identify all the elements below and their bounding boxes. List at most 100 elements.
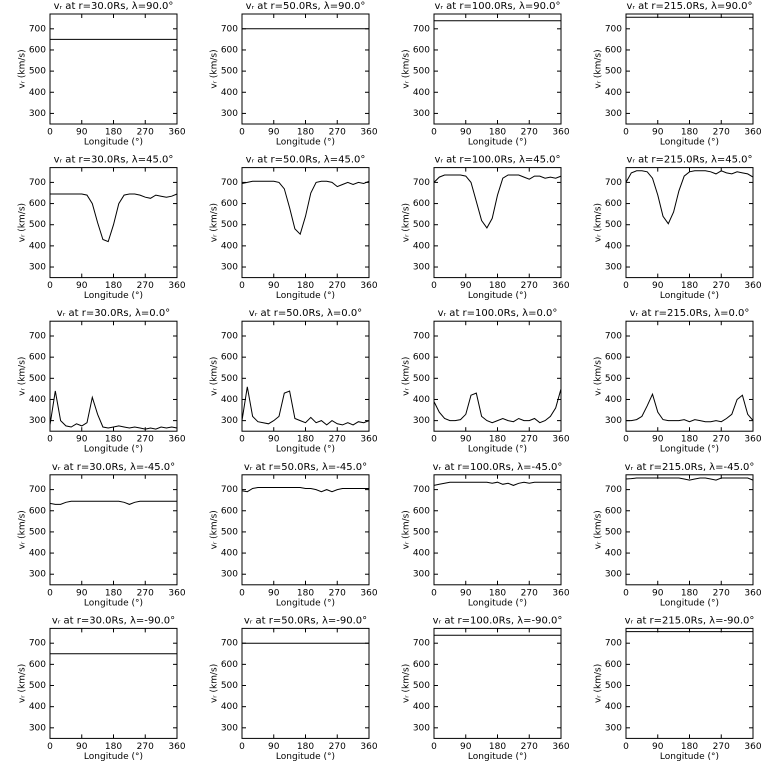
y-tick-label: 600 — [413, 199, 430, 209]
x-tick-label: 270 — [713, 435, 730, 445]
y-tick-label: 300 — [605, 109, 622, 119]
x-tick-label: 90 — [460, 128, 472, 138]
x-axis-label: Longitude (°) — [660, 291, 719, 301]
x-tick-label: 180 — [681, 588, 698, 598]
data-line — [241, 386, 370, 426]
x-tick-label: 0 — [47, 588, 53, 598]
x-tick-label: 360 — [168, 128, 185, 138]
x-tick-label: 0 — [47, 435, 53, 445]
x-tick-label: 180 — [681, 742, 698, 752]
x-axis-label: Longitude (°) — [276, 138, 335, 148]
x-tick-label: 360 — [552, 281, 569, 291]
x-tick-label: 180 — [489, 588, 506, 598]
panel-title: vᵣ at r=50.0Rs, λ=-45.0° — [244, 462, 367, 473]
plot-frame — [49, 320, 178, 432]
x-tick-label: 270 — [521, 128, 538, 138]
y-tick-label: 700 — [413, 178, 430, 188]
y-tick-label: 600 — [605, 45, 622, 55]
x-tick-label: 180 — [489, 128, 506, 138]
x-tick-label: 180 — [297, 435, 314, 445]
y-tick-label: 400 — [221, 702, 238, 712]
x-tick-label: 270 — [713, 281, 730, 291]
x-tick-label: 360 — [744, 742, 761, 752]
y-tick-label: 400 — [413, 241, 430, 251]
y-tick-label: 700 — [221, 332, 238, 342]
x-axis-label: Longitude (°) — [84, 291, 143, 301]
y-axis-label: vᵣ (km/s) — [594, 203, 604, 242]
y-axis-label: vᵣ (km/s) — [210, 510, 220, 549]
y-tick-label: 300 — [29, 109, 46, 119]
x-tick-label: 180 — [297, 588, 314, 598]
data-line — [49, 500, 177, 505]
y-axis-label: vᵣ (km/s) — [18, 49, 28, 88]
x-tick-label: 360 — [360, 281, 377, 291]
x-axis-label: Longitude (°) — [660, 138, 719, 148]
x-tick-label: 270 — [521, 281, 538, 291]
plot-frame — [241, 13, 370, 125]
x-tick-label: 180 — [489, 281, 506, 291]
y-tick-label: 600 — [605, 660, 622, 670]
x-tick-label: 90 — [268, 435, 280, 445]
y-tick-label: 400 — [605, 395, 622, 405]
y-tick-label: 600 — [413, 660, 430, 670]
y-tick-label: 700 — [29, 485, 46, 495]
y-axis-label: vᵣ (km/s) — [210, 357, 220, 396]
y-axis-label: vᵣ (km/s) — [594, 357, 604, 396]
x-tick-label: 90 — [652, 742, 664, 752]
y-tick-label: 300 — [413, 570, 430, 580]
x-tick-label: 270 — [137, 281, 154, 291]
plot-frame — [433, 627, 562, 739]
y-tick-label: 500 — [221, 220, 238, 230]
plot-frame — [433, 13, 562, 125]
y-tick-label: 700 — [29, 24, 46, 34]
x-tick-label: 90 — [460, 742, 472, 752]
x-tick-label: 360 — [552, 128, 569, 138]
y-tick-label: 400 — [29, 88, 46, 98]
x-tick-label: 180 — [681, 435, 698, 445]
data-line — [433, 481, 561, 486]
x-tick-label: 360 — [360, 742, 377, 752]
y-tick-label: 600 — [221, 506, 238, 516]
y-tick-label: 700 — [605, 639, 622, 649]
x-tick-label: 0 — [239, 128, 245, 138]
y-axis-label: vᵣ (km/s) — [18, 510, 28, 549]
x-tick-label: 180 — [105, 128, 122, 138]
plot-frame — [625, 13, 754, 125]
y-tick-label: 400 — [221, 241, 238, 251]
x-tick-label: 0 — [431, 128, 437, 138]
panel-title: vᵣ at r=30.0Rs, λ=90.0° — [54, 1, 174, 12]
data-line — [49, 390, 178, 430]
x-axis-label: Longitude (°) — [468, 445, 527, 455]
y-tick-label: 300 — [29, 723, 46, 733]
y-tick-label: 400 — [29, 702, 46, 712]
x-tick-label: 270 — [137, 128, 154, 138]
y-tick-label: 500 — [221, 67, 238, 77]
plot-frame — [433, 474, 562, 586]
y-axis-label: vᵣ (km/s) — [402, 664, 412, 703]
y-tick-label: 600 — [29, 660, 46, 670]
plot-frame — [49, 167, 178, 279]
x-tick-label: 360 — [552, 435, 569, 445]
y-tick-label: 600 — [605, 353, 622, 363]
y-tick-label: 700 — [605, 178, 622, 188]
y-axis-label: vᵣ (km/s) — [594, 510, 604, 549]
y-tick-label: 400 — [29, 241, 46, 251]
y-tick-label: 300 — [221, 416, 238, 426]
x-tick-label: 90 — [652, 588, 664, 598]
data-line — [433, 388, 562, 424]
y-tick-label: 300 — [29, 570, 46, 580]
panel-title: vᵣ at r=30.0Rs, λ=45.0° — [54, 155, 174, 166]
x-tick-label: 0 — [47, 742, 53, 752]
x-axis-label: Longitude (°) — [276, 291, 335, 301]
y-tick-label: 400 — [221, 549, 238, 559]
x-tick-label: 180 — [489, 742, 506, 752]
x-tick-label: 270 — [521, 588, 538, 598]
y-tick-label: 700 — [413, 24, 430, 34]
x-axis-label: Longitude (°) — [660, 752, 719, 762]
y-tick-label: 700 — [29, 639, 46, 649]
y-tick-label: 600 — [221, 353, 238, 363]
y-tick-label: 500 — [29, 527, 46, 537]
y-tick-label: 700 — [605, 332, 622, 342]
panel-title: vᵣ at r=215.0Rs, λ=90.0° — [626, 1, 752, 12]
